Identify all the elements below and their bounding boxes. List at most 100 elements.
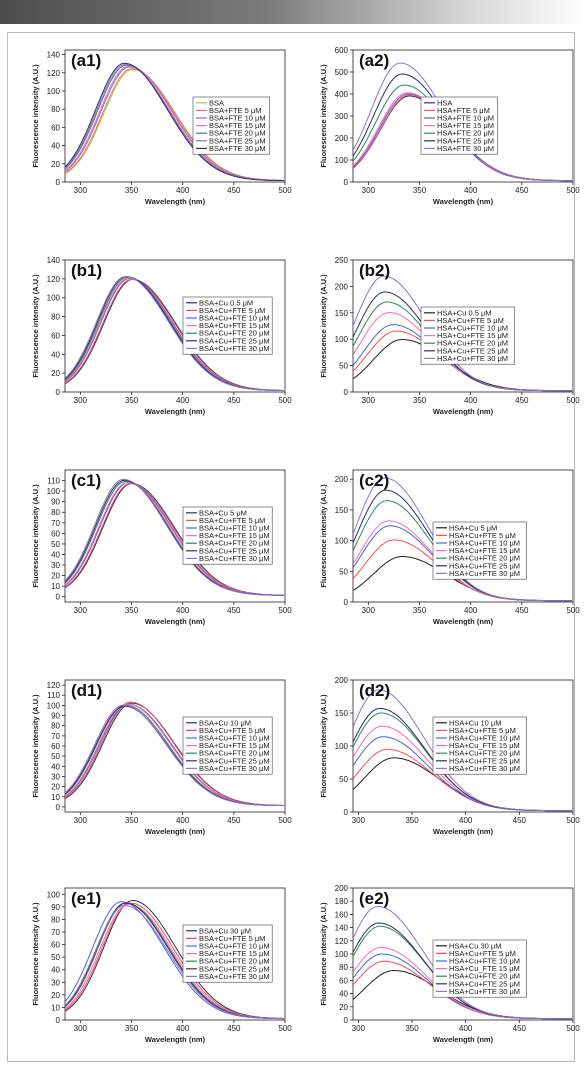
x-axis-title: Wavelength (nm) [433, 197, 494, 206]
y-axis-title: Fluorescence intensity (A.U.) [31, 902, 40, 1006]
legend [182, 296, 273, 355]
x-tick-label: 350 [413, 396, 427, 405]
legend [432, 521, 527, 580]
y-tick-label: 50 [339, 567, 348, 576]
x-tick-label: 400 [176, 186, 190, 195]
legend-entry: BSA+FTE 15 μM [209, 121, 266, 130]
y-tick-label: 60 [51, 529, 60, 538]
y-tick-label: 50 [51, 752, 60, 761]
legend-entry: BSA+Cu+FTE 30 μM [199, 972, 270, 981]
chart-e2: 300 350 400 450 500 0 20 40 60 80 100 120 140 160 180 2… [319, 884, 580, 1044]
series-line [353, 689, 572, 812]
y-tick-label: 30 [51, 772, 60, 781]
x-tick-label: 400 [176, 606, 190, 615]
legend-entry: BSA+Cu+FTE 10 μM [199, 524, 270, 533]
y-axis-title: Fluorescence intensity (A.U.) [319, 484, 328, 588]
legend-entry: HSA [437, 98, 452, 107]
y-axis-title: Fluorescence intensity (A.U.) [319, 694, 328, 798]
chart-a2: 300 350 400 450 500 0 100 200 300 400 500 600 Wavele… [319, 46, 580, 206]
plot-area [352, 469, 574, 603]
x-tick-label: 450 [227, 396, 241, 405]
y-tick-label: 20 [51, 160, 60, 169]
y-tick-label: 100 [47, 87, 61, 96]
plot-area [64, 469, 286, 603]
x-tick-label: 300 [352, 1024, 366, 1033]
y-tick-label: 100 [47, 487, 61, 496]
y-tick-label: 40 [51, 550, 60, 559]
legend-entry: BSA+Cu+FTE 5 μM [199, 934, 265, 943]
x-tick-label: 350 [125, 606, 139, 615]
y-tick-label: 90 [51, 903, 60, 912]
y-tick-label: 0 [344, 1016, 349, 1025]
y-tick-label: 90 [51, 712, 60, 721]
y-tick-label: 30 [51, 561, 60, 570]
x-tick-label: 300 [74, 606, 88, 615]
legend-entry: HSA+Cu+FTE 20 μM [449, 749, 520, 758]
x-tick-label: 300 [74, 396, 88, 405]
y-tick-label: 180 [335, 897, 349, 906]
legend-entry: BSA+Cu+FTE 5 μM [199, 306, 265, 315]
y-tick-label: 600 [335, 46, 349, 55]
y-tick-label: 20 [51, 783, 60, 792]
legend-entry: BSA+FTE 30 μM [209, 144, 266, 153]
y-tick-label: 150 [335, 506, 349, 515]
y-tick-label: 0 [344, 178, 349, 187]
legend-entry: HSA+Cu+FTE 20 μM [449, 972, 520, 981]
y-tick-label: 500 [335, 68, 349, 77]
y-tick-label: 10 [51, 582, 60, 591]
y-tick-label: 20 [51, 572, 60, 581]
legend-entry: BSA+Cu+FTE 10 μM [199, 942, 270, 951]
y-tick-label: 20 [51, 991, 60, 1000]
y-tick-label: 60 [51, 123, 60, 132]
legend-entry: HSA+Cu+FTE 25 μM [449, 979, 520, 988]
y-tick-label: 70 [51, 928, 60, 937]
y-tick-label: 0 [56, 388, 61, 397]
y-tick-label: 120 [47, 681, 61, 690]
x-axis-title: Wavelength (nm) [433, 827, 494, 836]
x-tick-label: 400 [464, 606, 478, 615]
legend-entry: HSA+Cu+FTE 5 μM [437, 316, 504, 325]
y-tick-label: 0 [344, 598, 349, 607]
legend-entry: HSA+Cu+FTE 15 μM [437, 331, 508, 340]
y-tick-label: 80 [339, 963, 348, 972]
x-tick-label: 500 [278, 816, 292, 825]
x-tick-label: 500 [566, 606, 580, 615]
legend-entry: HSA+Cu+FTE 25 μM [437, 346, 508, 355]
legend-entry: HSA+Cu+FTE 5 μM [449, 531, 516, 540]
x-tick-label: 450 [515, 186, 529, 195]
chart-e1: 300 350 400 450 500 0 10 20 30 40 50 60 70 80 90 100 Wav… [31, 887, 292, 1044]
panel-label: (b2) [359, 261, 390, 280]
legend-entry: BSA+Cu+FTE 10 μM [199, 734, 270, 743]
y-tick-label: 400 [335, 90, 349, 99]
legend-entry: HSA+FTE 20 μM [437, 129, 494, 138]
legend-entry: BSA+Cu+FTE 15 μM [199, 531, 270, 540]
legend-entry: HSA+Cu 0.5 μM [437, 308, 492, 317]
panel-label: (c1) [71, 471, 101, 490]
y-tick-label: 80 [51, 105, 60, 114]
plot-area [64, 49, 286, 183]
chart-c2: 300 350 400 450 500 0 50 100 150 200 Wavelength (n… [319, 469, 580, 626]
legend-entry: BSA [209, 98, 224, 107]
x-tick-label: 350 [405, 816, 419, 825]
y-tick-label: 50 [339, 362, 348, 371]
x-tick-label: 400 [176, 1024, 190, 1033]
x-tick-label: 450 [515, 606, 529, 615]
legend-entry: BSA+Cu+FTE 5 μM [199, 726, 265, 735]
y-tick-label: 20 [339, 1003, 348, 1012]
legend-entry: HSA+Cu+FTE 10 μM [437, 324, 508, 333]
y-tick-label: 100 [47, 701, 61, 710]
y-tick-label: 120 [47, 275, 61, 284]
x-tick-label: 500 [566, 1024, 580, 1033]
panel-label: (a1) [71, 51, 101, 70]
legend-entry: HSA+Cu+FTE 30 μM [449, 764, 520, 773]
panel-label: (d1) [71, 681, 102, 700]
legend-entry: HSA+FTE 5 μM [437, 106, 490, 115]
legend-entry: HSA+Cu+FTE 15 μM [449, 546, 520, 555]
y-tick-label: 160 [335, 910, 349, 919]
x-tick-label: 300 [74, 1024, 88, 1033]
x-axis-title: Wavelength (nm) [145, 1035, 206, 1044]
y-tick-label: 10 [51, 1003, 60, 1012]
y-tick-label: 40 [51, 350, 60, 359]
series-line [65, 904, 285, 1020]
